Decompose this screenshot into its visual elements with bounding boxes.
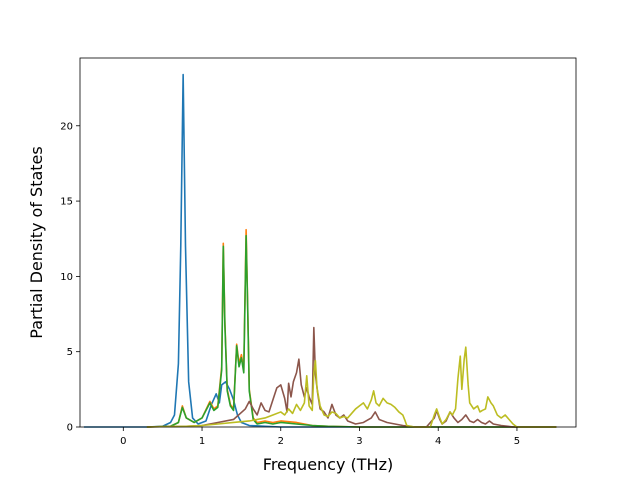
series-line-2 — [146, 228, 557, 428]
x-tick-label: 0 — [120, 436, 126, 447]
y-tick-label: 15 — [60, 197, 73, 208]
series-line-5 — [146, 346, 557, 428]
series-line-1 — [83, 73, 557, 428]
y-tick-label: 20 — [60, 121, 73, 132]
y-axis-label: Partial Density of States — [27, 146, 46, 338]
x-tick-label: 3 — [356, 436, 362, 447]
x-tick-label: 5 — [514, 436, 520, 447]
y-tick-label: 10 — [60, 272, 73, 283]
series-line-4 — [146, 326, 557, 428]
series-layer — [83, 73, 557, 428]
axes-frame — [79, 57, 577, 428]
y-tick-label: 0 — [67, 423, 73, 434]
x-axis-label: Frequency (THz) — [263, 455, 393, 474]
series-line-3 — [146, 234, 557, 428]
x-tick-label: 2 — [278, 436, 284, 447]
tick-layer: 0 1 2 3 4 5 0 5 10 15 20 — [60, 121, 520, 447]
y-tick-label: 5 — [67, 347, 73, 358]
x-tick-label: 4 — [435, 436, 441, 447]
x-tick-label: 1 — [199, 436, 205, 447]
